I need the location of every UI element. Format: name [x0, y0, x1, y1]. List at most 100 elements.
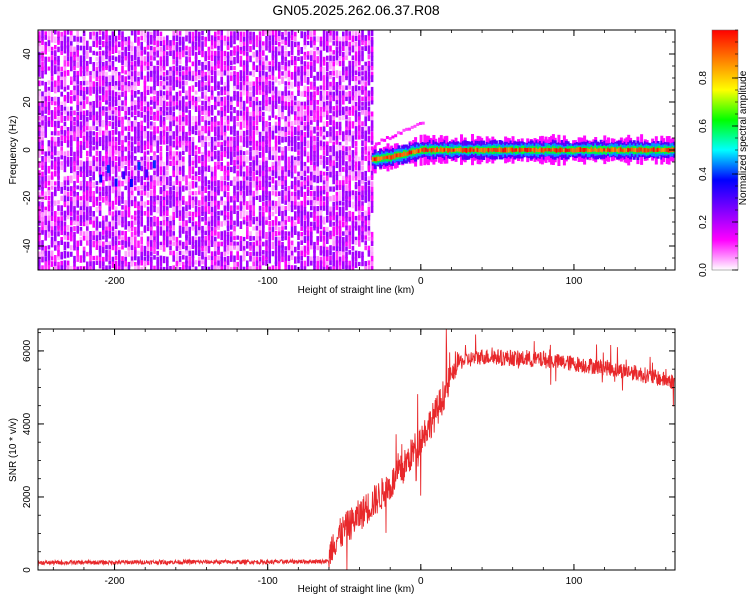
spectrogram-cell	[361, 51, 364, 56]
spectrogram-cell	[143, 140, 147, 146]
spectrogram-cell	[140, 211, 143, 216]
spectrogram-cell	[358, 80, 361, 85]
spectrogram-cell	[274, 261, 278, 267]
spectrogram-cell	[217, 35, 220, 43]
spectrogram-cell	[335, 265, 339, 270]
spectrogram-cell	[262, 190, 265, 197]
spectrogram-cell	[60, 260, 63, 267]
spectrogram-cell	[118, 210, 121, 218]
spectrogram-cell	[63, 115, 67, 121]
spectrogram-cell	[236, 151, 239, 156]
spectrogram-cell	[121, 161, 124, 169]
spectrogram-cell	[156, 96, 159, 103]
spectrogram-cell	[201, 196, 204, 205]
spectrogram-cell	[162, 81, 166, 88]
spectrogram-cell	[294, 191, 297, 199]
spectrogram-cell	[258, 160, 262, 165]
spectrogram-cell	[162, 45, 166, 52]
spectrogram-cell	[284, 155, 287, 164]
spectrogram-cell	[210, 226, 214, 232]
spectrogram-cell	[436, 147, 440, 152]
spectrogram-cell	[220, 235, 223, 241]
spectrogram-cell	[178, 155, 182, 163]
spectrogram-cell	[182, 195, 185, 202]
spectrogram-cell	[268, 206, 271, 213]
spectrogram-cell	[564, 148, 568, 153]
spectrogram-cell	[342, 36, 345, 43]
spectrogram-cell	[252, 261, 255, 270]
spectrogram-cell	[239, 46, 243, 53]
spectrogram-cell	[169, 45, 172, 53]
spectrogram-cell	[38, 66, 41, 72]
spectrogram-cell	[60, 135, 63, 140]
spectrogram-cell	[226, 36, 230, 42]
spectrogram-cell	[204, 65, 207, 70]
spectrogram-cell	[220, 260, 223, 268]
spectrogram-cell	[166, 231, 169, 238]
spectrogram-cell	[143, 115, 147, 123]
spectrogram-cell	[287, 31, 291, 38]
spectrogram-cell	[313, 36, 316, 43]
spectrogram-cell	[89, 166, 92, 173]
spectrogram-cell	[403, 151, 406, 157]
spectrogram-cell	[146, 116, 150, 122]
spectrogram-cell	[474, 147, 478, 152]
spectrogram-cell	[287, 241, 291, 249]
spectrogram-cell	[284, 206, 287, 212]
spectrogram-cell	[306, 151, 310, 157]
spectrogram-cell	[316, 196, 319, 203]
spectrogram-cell	[178, 46, 182, 55]
spectrogram-cell	[526, 148, 530, 153]
spectrogram-cell	[361, 121, 364, 126]
spectrogram-cell	[572, 148, 576, 153]
spectrogram-cell	[316, 256, 319, 261]
spectrogram-cell	[230, 31, 233, 38]
spectrogram-cell	[284, 231, 287, 236]
spectrogram-cell	[274, 95, 278, 102]
spectrogram-cell	[265, 46, 268, 51]
spectrogram-cell	[226, 225, 230, 232]
spectrogram-cell	[172, 65, 175, 72]
spectrogram-cell	[322, 75, 326, 82]
spectrogram-cell	[63, 95, 67, 102]
spectrogram-cell	[156, 46, 159, 52]
spectrogram-cell	[137, 161, 141, 170]
spectrogram-cell	[146, 31, 150, 38]
spectrogram-cell	[297, 111, 300, 119]
spectrogram-cell	[226, 100, 230, 107]
spectrogram-cell	[47, 66, 51, 71]
spectrogram-cell	[57, 81, 60, 86]
spectrogram-cell	[367, 30, 371, 37]
spectrogram-cell	[367, 130, 371, 135]
spectrogram-cell	[351, 201, 355, 209]
spectrogram-cell	[351, 165, 355, 173]
spectrogram-cell	[134, 76, 137, 83]
spectrogram-cell	[236, 210, 239, 216]
spectrogram-cell	[230, 140, 233, 147]
spectrogram-cell	[358, 76, 361, 83]
spectrogram-cell	[188, 66, 191, 74]
spectrogram-cell	[121, 56, 124, 64]
spectrogram-cell	[262, 100, 265, 108]
spectrogram-cell	[198, 147, 201, 154]
spectrogram-cell	[281, 155, 284, 161]
spectrogram-cell	[348, 216, 351, 222]
spectrogram-cell	[41, 131, 44, 137]
spectrogram-cell	[290, 205, 294, 213]
spectrogram-cell	[281, 76, 284, 84]
spectrogram-cell	[322, 111, 326, 118]
spectrogram-cell	[249, 176, 252, 182]
spectrogram-cell	[60, 155, 63, 160]
spectrogram-cell	[102, 191, 105, 196]
spectrogram-cell	[95, 225, 99, 232]
spectrogram-cell	[268, 61, 271, 66]
spectrogram-cell	[278, 51, 281, 56]
spectrogram-cell	[66, 215, 70, 220]
spectrogram-cell	[332, 195, 335, 202]
spectrogram-cell	[38, 96, 41, 101]
spectrogram-cell	[76, 192, 79, 197]
spectrogram-cell	[220, 45, 223, 52]
spectrogram-cell	[44, 126, 47, 133]
spectrogram-cell	[134, 226, 137, 235]
spectrogram-cell	[274, 155, 278, 161]
